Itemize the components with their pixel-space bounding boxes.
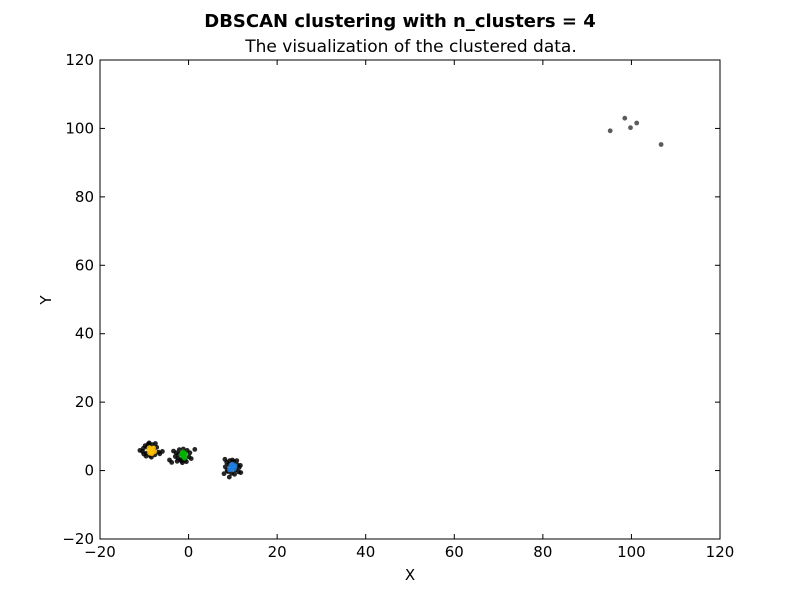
x-tick-label: −20: [84, 543, 116, 561]
data-point: [141, 451, 147, 457]
data-point: [658, 142, 664, 147]
data-point: [232, 471, 238, 477]
y-tick-label: 60: [75, 256, 94, 274]
data-point: [230, 457, 235, 463]
x-tick-label: 80: [533, 543, 552, 561]
data-point: [607, 128, 613, 134]
data-point: [152, 449, 157, 455]
data-point: [628, 125, 633, 131]
data-point: [180, 460, 185, 466]
x-tick-label: 120: [706, 543, 735, 561]
data-point: [182, 455, 188, 461]
x-tick-label: 40: [356, 543, 375, 561]
series-green: [178, 449, 188, 461]
series-blue: [226, 461, 238, 473]
data-point: [187, 450, 193, 456]
data-point: [160, 449, 165, 454]
data-point: [232, 463, 238, 469]
axis-ticks: [99, 59, 721, 540]
chart-subtitle: The visualization of the clustered data.: [244, 37, 577, 57]
data-point: [180, 449, 186, 455]
x-tick-label: 100: [617, 543, 646, 561]
data-point: [137, 448, 143, 453]
y-tick-label: 100: [65, 119, 94, 137]
y-tick-label: 0: [84, 462, 94, 480]
data-point: [226, 467, 232, 473]
data-point: [634, 120, 640, 126]
y-tick-label: 20: [75, 393, 94, 411]
data-point: [169, 460, 175, 465]
chart-title: DBSCAN clustering with n_clusters = 4: [204, 11, 596, 32]
data-points: [137, 115, 664, 480]
x-axis-label: X: [405, 566, 415, 584]
y-tick-label: −20: [62, 530, 94, 548]
x-tick-label: 20: [268, 543, 287, 561]
data-point: [176, 447, 182, 453]
series-outlier: [607, 115, 664, 147]
series-orange: [146, 445, 157, 457]
data-point: [238, 463, 243, 468]
tick-labels: −20 0 20 40 60 80 100 120 −20 0 20 40 60 80 100 120: [62, 51, 734, 561]
y-tick-label: 120: [65, 51, 94, 69]
data-point: [234, 458, 240, 463]
data-point: [622, 115, 628, 121]
data-point: [188, 456, 194, 461]
data-point: [171, 448, 176, 454]
y-tick-label: 40: [75, 325, 94, 343]
x-tick-label: 0: [184, 543, 194, 561]
data-point: [146, 440, 152, 446]
data-point: [221, 471, 227, 477]
data-point: [146, 445, 152, 450]
data-point: [192, 447, 198, 452]
data-point: [222, 456, 228, 462]
x-tick-label: 60: [445, 543, 464, 561]
y-tick-label: 80: [75, 188, 94, 206]
data-point: [153, 441, 158, 446]
data-point: [151, 445, 157, 451]
data-point: [238, 470, 244, 475]
y-axis-label: Y: [37, 295, 55, 306]
plot-frame: [99, 59, 721, 540]
data-point: [226, 474, 232, 480]
data-point: [172, 454, 178, 459]
